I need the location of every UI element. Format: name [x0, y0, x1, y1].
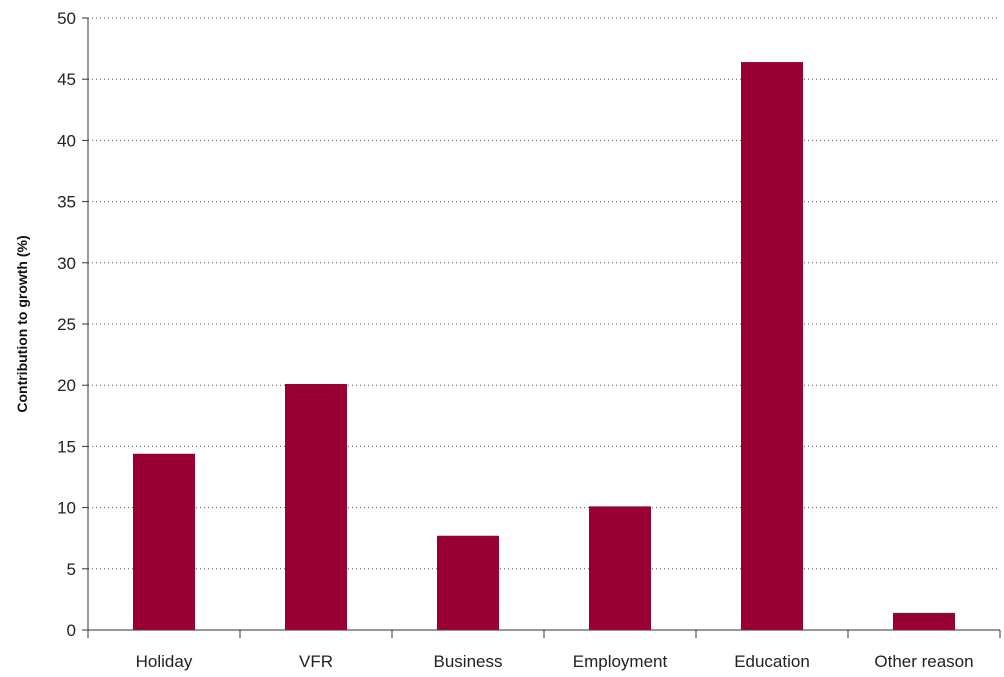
bar-business [437, 535, 499, 630]
y-tick-label: 0 [67, 621, 76, 640]
gridlines [88, 17, 1000, 570]
x-category-label: Employment [573, 652, 668, 671]
y-tick-label: 45 [57, 70, 76, 89]
y-tick-label: 15 [57, 437, 76, 456]
x-category-label: Other reason [874, 652, 973, 671]
bar-holiday [133, 453, 195, 630]
x-category-label: Education [734, 652, 810, 671]
bar-employment [589, 506, 651, 630]
y-tick-label: 35 [57, 193, 76, 212]
y-tick-label: 10 [57, 499, 76, 518]
y-tick-label: 5 [67, 560, 76, 579]
bar-other-reason [893, 612, 955, 630]
bars [133, 62, 955, 630]
y-axis-title: Contribution to growth (%) [14, 235, 30, 412]
y-tick-label: 30 [57, 254, 76, 273]
y-tick-labels: 0 5 10 15 20 25 30 35 40 45 50 [57, 9, 76, 640]
y-tick-label: 20 [57, 376, 76, 395]
bar-vfr [285, 383, 347, 630]
x-category-label: Business [434, 652, 503, 671]
axes [82, 17, 1001, 638]
y-tick-label: 50 [57, 9, 76, 28]
x-category-labels: Holiday VFR Business Employment Education Oth… [136, 652, 974, 671]
y-tick-label: 25 [57, 315, 76, 334]
x-category-label: VFR [299, 652, 333, 671]
y-tick-label: 40 [57, 131, 76, 150]
x-category-label: Holiday [136, 652, 193, 671]
bar-education [741, 62, 803, 630]
